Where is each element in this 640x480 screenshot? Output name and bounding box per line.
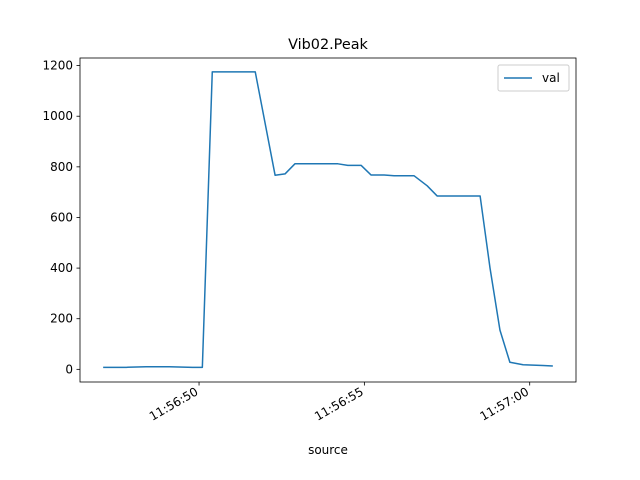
legend-label: val bbox=[542, 71, 560, 85]
y-tick-label: 1000 bbox=[42, 109, 73, 123]
x-tick-label: 11:56:50 bbox=[147, 384, 201, 423]
y-tick-label: 800 bbox=[50, 160, 73, 174]
series-line bbox=[103, 71, 553, 369]
x-tick-label: 11:57:00 bbox=[478, 384, 532, 423]
y-tick-label: 1200 bbox=[42, 59, 73, 73]
plot-area bbox=[79, 57, 577, 383]
y-tick-label: 600 bbox=[50, 210, 73, 224]
chart-title: Vib02.Peak bbox=[288, 37, 368, 53]
x-tick-label: 11:56:55 bbox=[312, 384, 366, 423]
x-axis-label: source bbox=[308, 443, 348, 457]
legend: val bbox=[497, 64, 570, 92]
y-tick-label: 0 bbox=[65, 362, 73, 376]
legend-box bbox=[497, 64, 570, 92]
y-tick-label: 200 bbox=[50, 312, 73, 326]
y-tick-label: 400 bbox=[50, 261, 73, 275]
